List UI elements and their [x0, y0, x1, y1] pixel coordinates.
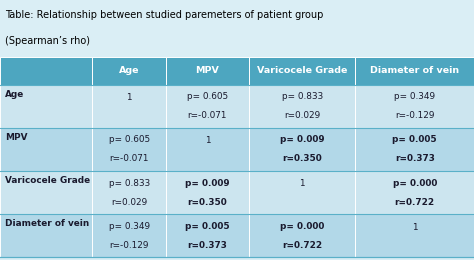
- Text: p= 0.605: p= 0.605: [109, 135, 150, 144]
- Bar: [356, 214, 474, 257]
- Text: r=0.373: r=0.373: [395, 154, 435, 163]
- Bar: [356, 128, 474, 171]
- Bar: [356, 84, 474, 128]
- Bar: [92, 171, 166, 214]
- Text: Age: Age: [5, 89, 24, 99]
- Text: 1: 1: [127, 93, 132, 102]
- Bar: [0, 171, 92, 214]
- Bar: [0, 57, 92, 84]
- Bar: [0, 84, 92, 128]
- Bar: [166, 57, 249, 84]
- Text: r=-0.071: r=-0.071: [188, 111, 227, 120]
- Bar: [166, 84, 249, 128]
- Text: r=-0.071: r=-0.071: [109, 154, 149, 163]
- Bar: [249, 128, 356, 171]
- Text: 1: 1: [205, 136, 210, 145]
- Text: r=-0.129: r=-0.129: [395, 111, 435, 120]
- Text: r=0.350: r=0.350: [188, 198, 227, 207]
- Bar: [249, 171, 356, 214]
- Text: r=0.722: r=0.722: [395, 198, 435, 207]
- Text: Varicocele Grade: Varicocele Grade: [257, 66, 347, 75]
- Text: p= 0.009: p= 0.009: [280, 135, 325, 144]
- Bar: [92, 84, 166, 128]
- Text: p= 0.605: p= 0.605: [187, 92, 228, 101]
- Bar: [92, 57, 166, 84]
- Text: r=0.029: r=0.029: [284, 111, 320, 120]
- Text: Table: Relationship between studied paremeters of patient group: Table: Relationship between studied pare…: [5, 10, 323, 20]
- Text: MPV: MPV: [5, 133, 27, 142]
- Text: 1: 1: [300, 179, 305, 188]
- Text: MPV: MPV: [195, 66, 219, 75]
- Text: r=0.722: r=0.722: [282, 241, 322, 250]
- Text: Diameter of vein: Diameter of vein: [5, 219, 89, 228]
- Bar: [0, 128, 92, 171]
- Bar: [356, 57, 474, 84]
- Bar: [92, 214, 166, 257]
- Text: p= 0.349: p= 0.349: [109, 222, 150, 231]
- Bar: [249, 214, 356, 257]
- Text: (Spearman’s rho): (Spearman’s rho): [5, 36, 90, 46]
- Text: r=0.029: r=0.029: [111, 198, 147, 207]
- Text: p= 0.833: p= 0.833: [282, 92, 323, 101]
- Bar: [166, 128, 249, 171]
- Bar: [166, 171, 249, 214]
- Text: r=0.350: r=0.350: [283, 154, 322, 163]
- Bar: [356, 171, 474, 214]
- Text: p= 0.005: p= 0.005: [185, 222, 230, 231]
- Text: r=-0.129: r=-0.129: [109, 241, 149, 250]
- Text: Varicocele Grade: Varicocele Grade: [5, 176, 90, 185]
- Text: p= 0.349: p= 0.349: [394, 92, 435, 101]
- Bar: [166, 214, 249, 257]
- Text: Age: Age: [119, 66, 139, 75]
- Bar: [0, 214, 92, 257]
- Text: 1: 1: [412, 223, 418, 232]
- Text: p= 0.000: p= 0.000: [392, 179, 437, 187]
- Text: p= 0.009: p= 0.009: [185, 179, 230, 187]
- Text: p= 0.005: p= 0.005: [392, 135, 437, 144]
- Text: Diameter of vein: Diameter of vein: [370, 66, 459, 75]
- Bar: [249, 84, 356, 128]
- Text: p= 0.833: p= 0.833: [109, 179, 150, 187]
- Text: p= 0.000: p= 0.000: [280, 222, 324, 231]
- Bar: [92, 128, 166, 171]
- Bar: [249, 57, 356, 84]
- Text: r=0.373: r=0.373: [187, 241, 228, 250]
